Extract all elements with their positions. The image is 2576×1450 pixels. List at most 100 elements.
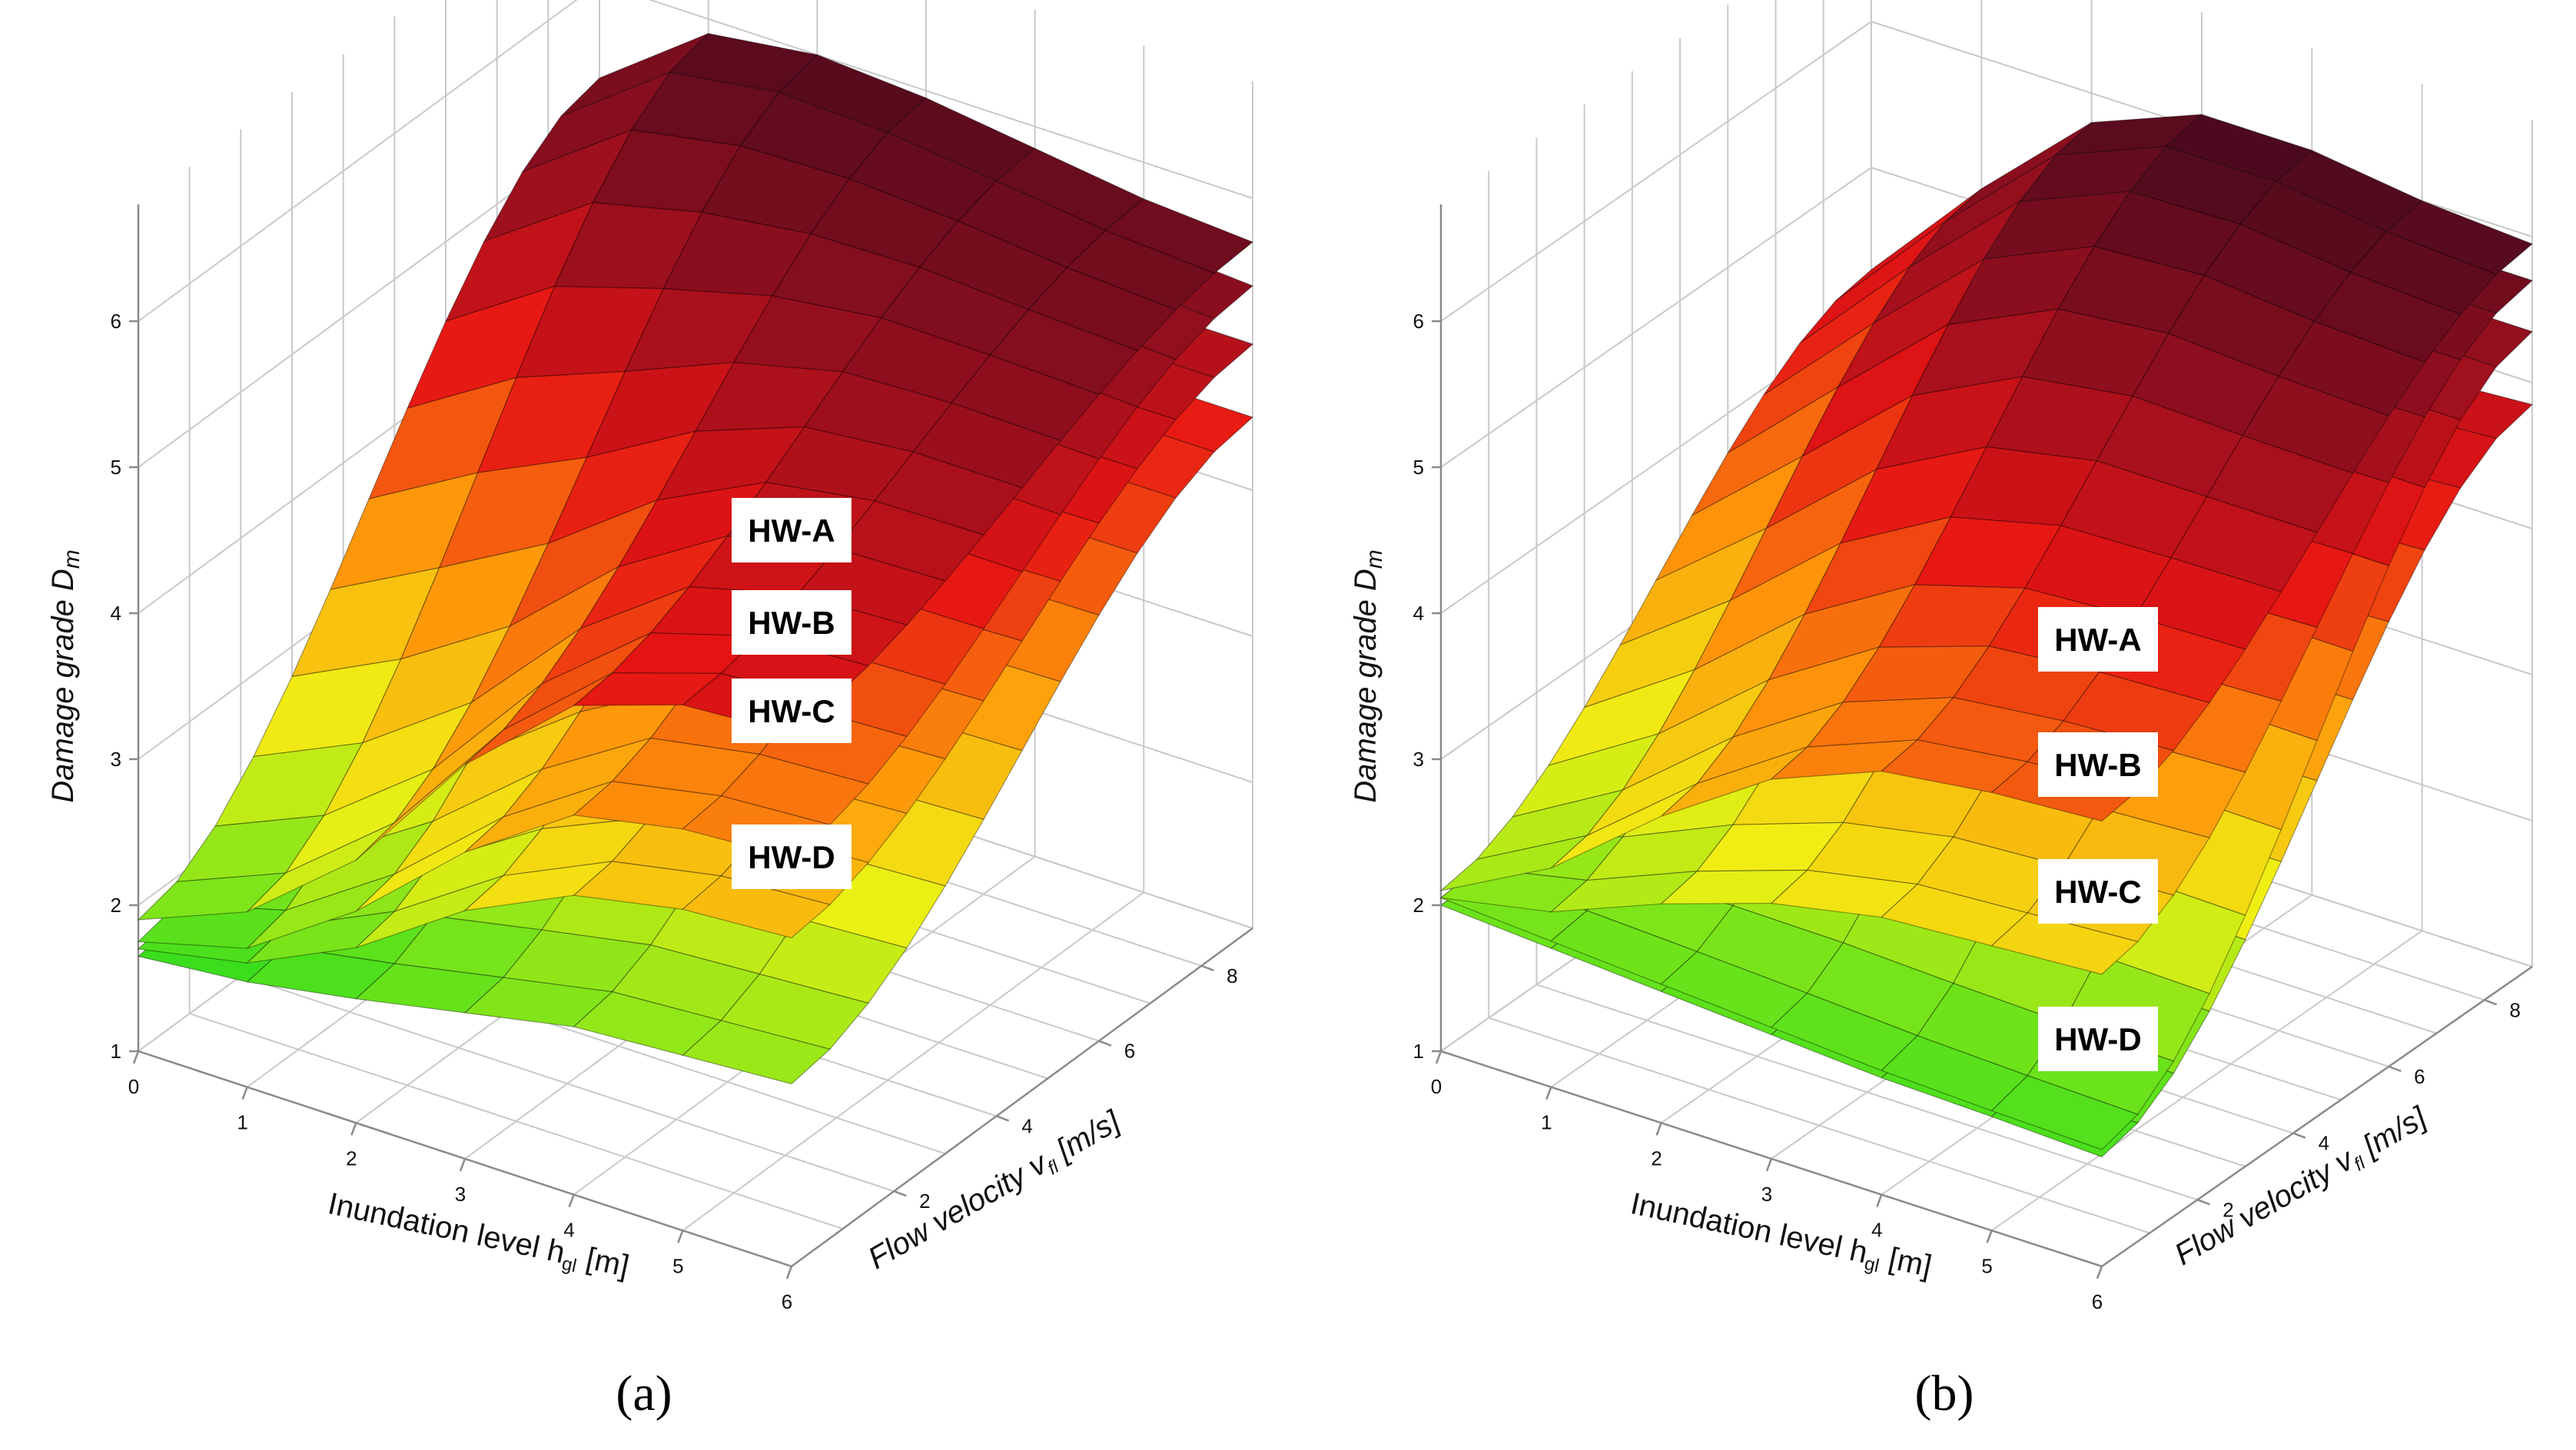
z-tick-label: 1 [111, 1040, 121, 1063]
y-tick-label: 4 [1021, 1114, 1032, 1137]
y-floor-gridline [1536, 984, 2198, 1201]
x-tick-label: 5 [1981, 1254, 1992, 1277]
y-floor-gridline [189, 1013, 843, 1230]
z-tick-label: 5 [111, 456, 121, 479]
surface-patch [1066, 230, 1216, 310]
x-tick-label: 2 [1651, 1146, 1661, 1170]
x-tick-mark [1655, 1122, 1662, 1136]
z-tick-label: 6 [111, 310, 121, 333]
series-label-text: HW-A [748, 513, 835, 549]
surface-patch [1104, 198, 1254, 274]
x-tick-mark [1545, 1087, 1552, 1100]
series-label-hw-d: HW-D [2038, 1007, 2158, 1071]
surface-patch [989, 309, 1139, 396]
y-axis-line [791, 927, 1253, 1268]
z-tick-label: 5 [1413, 456, 1424, 479]
panel-a-series-labels: HW-A HW-B HW-C HW-D [732, 498, 851, 889]
surface-patch [951, 354, 1100, 442]
series-label-box [732, 825, 851, 889]
z-tick-label: 1 [1413, 1040, 1424, 1063]
series-label-text: HW-C [2054, 874, 2141, 910]
x-tick-label: 1 [237, 1111, 247, 1134]
x-tick-label: 4 [1871, 1219, 1882, 1242]
series-label-hw-c: HW-C [2038, 859, 2158, 924]
series-label-box [2038, 1007, 2158, 1071]
x-tick-label: 1 [1541, 1111, 1552, 1134]
z-tick-label: 2 [1413, 894, 1424, 917]
series-label-box [2038, 859, 2158, 924]
z-axis-title: Damage grade Dm [1349, 549, 1387, 803]
surface-patch [1027, 267, 1177, 351]
x-tick-mark [132, 1050, 140, 1064]
z-tick-label: 3 [111, 748, 121, 771]
x-axis-title: Inundation level hgl [m] [1627, 1186, 1934, 1287]
series-label-box [732, 590, 851, 655]
y-tick-label: 8 [1227, 964, 1237, 987]
series-label-hw-b: HW-B [2038, 732, 2158, 797]
series-label-hw-a: HW-A [732, 498, 851, 562]
series-label-hw-d: HW-D [732, 825, 851, 889]
x-tick-label: 3 [455, 1183, 466, 1206]
x-tick-mark [1876, 1194, 1883, 1208]
x-tick-mark [677, 1229, 684, 1243]
series-label-hw-a: HW-A [2038, 607, 2158, 672]
series-label-text: HW-B [748, 605, 835, 641]
panel-a-caption: (a) [616, 1365, 672, 1422]
y-axis-line [2101, 965, 2533, 1268]
surface-patch [682, 875, 832, 939]
x-tick-mark [1765, 1158, 1773, 1172]
panel-a-surfaces [137, 33, 1254, 1085]
surface-hw-a [137, 33, 1254, 921]
y-tick-mark [1200, 964, 1214, 972]
x-tick-mark [241, 1087, 248, 1100]
z-tick-label: 3 [1413, 748, 1424, 771]
y-tick-label: 2 [2222, 1198, 2233, 1221]
y-tick-label: 6 [1124, 1040, 1135, 1063]
series-label-box [2038, 732, 2158, 797]
panel-b-surfaces [1439, 114, 2534, 1158]
z-axis-title: Damage grade Dm [46, 549, 85, 803]
y-tick-label: 6 [2414, 1065, 2425, 1088]
x-tick-mark [459, 1158, 466, 1172]
x-tick-mark [2096, 1266, 2103, 1279]
y-tick-mark [996, 1115, 1010, 1122]
x-tick-label: 0 [128, 1075, 139, 1098]
surface-patch [2134, 557, 2282, 650]
series-label-hw-b: HW-B [732, 590, 851, 655]
series-label-text: HW-D [2054, 1021, 2141, 1057]
y-floor-gridline [1488, 1017, 2150, 1234]
surface-patch [835, 500, 985, 582]
surface-patch [874, 451, 1024, 536]
x-tick-label: 4 [563, 1219, 574, 1242]
y-tick-mark [1098, 1040, 1112, 1047]
y-tick-label: 4 [2319, 1132, 2329, 1155]
x-floor-gridline [682, 891, 1144, 1232]
panel-b-caption: (b) [1915, 1365, 1974, 1422]
x-tick-label: 3 [1761, 1183, 1772, 1206]
x-tick-label: 2 [346, 1146, 357, 1170]
y-tick-mark [2197, 1199, 2210, 1206]
y-floor-gridline [241, 975, 895, 1193]
y-tick-mark [2292, 1132, 2306, 1139]
y-tick-label: 2 [919, 1190, 930, 1213]
surface-patch [1990, 1075, 2139, 1150]
series-label-hw-c: HW-C [732, 679, 851, 743]
x-tick-label: 0 [1431, 1075, 1442, 1098]
x-tick-label: 6 [2092, 1290, 2103, 1313]
surface-patch [1990, 912, 2139, 975]
y-axis-title: Flow velocity vfl [m/s] [862, 1104, 1128, 1279]
x-tick-mark [1435, 1050, 1442, 1064]
x-axis-title: Inundation level hgl [m] [324, 1186, 632, 1287]
series-label-text: HW-D [748, 839, 835, 875]
series-label-text: HW-A [2054, 622, 2141, 658]
surface-patch [682, 1020, 832, 1085]
series-label-box [732, 498, 851, 562]
z-tick-label: 4 [111, 602, 121, 625]
z-tick-label: 6 [1413, 310, 1424, 333]
x-tick-label: 5 [672, 1254, 683, 1277]
x-tick-mark [350, 1122, 357, 1136]
